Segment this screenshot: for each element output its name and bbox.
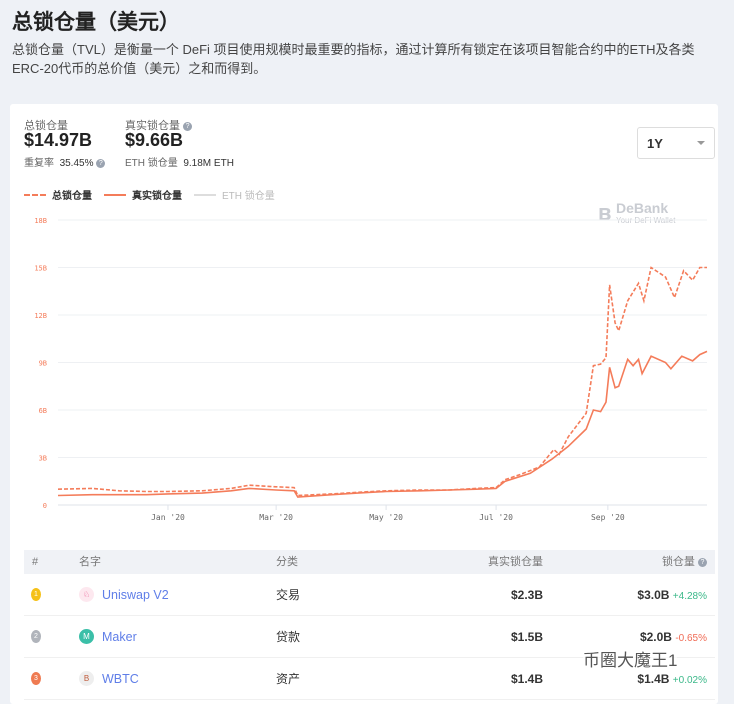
help-icon[interactable]: ? xyxy=(698,558,707,567)
category: 交易 xyxy=(276,588,301,602)
change: +4.28% xyxy=(672,591,707,602)
legend-eth-label: ETH 锁仓量 xyxy=(222,191,275,202)
legend-eth[interactable]: ETH 锁仓量 xyxy=(194,187,275,202)
col-tvl[interactable]: 锁仓量 xyxy=(661,556,695,568)
legend-real-label: 真实锁仓量 xyxy=(132,191,182,202)
real-tvl: $1.4B xyxy=(510,672,543,686)
dup-value: 35.45% xyxy=(59,158,94,169)
y-tick-label: 3B xyxy=(39,455,47,463)
x-tick-label: Mar '20 xyxy=(259,513,293,522)
rank-medal-icon: 3 xyxy=(31,672,41,685)
table-row[interactable]: 1 ♘ Uniswap V2 交易 $2.3B $3.0B +4.28% xyxy=(24,574,715,616)
y-tick-label: 0 xyxy=(43,502,47,510)
legend-total[interactable]: 总锁仓量 xyxy=(24,187,92,202)
change: -0.65% xyxy=(675,633,707,644)
page-title: 总锁仓量（美元） xyxy=(12,11,180,34)
legend-total-label: 总锁仓量 xyxy=(52,191,92,202)
col-name: 名字 xyxy=(79,556,101,568)
col-rank: # xyxy=(32,556,39,568)
x-tick-label: May '20 xyxy=(369,513,403,522)
real-tvl: $1.5B xyxy=(510,630,543,644)
protocol-name-link[interactable]: Maker xyxy=(102,630,137,644)
protocol-name-link[interactable]: Uniswap V2 xyxy=(102,588,169,602)
protocol-logo-icon: ♘ xyxy=(79,587,94,602)
protocol-logo-icon: B xyxy=(79,671,94,686)
protocol-name-link[interactable]: WBTC xyxy=(102,672,139,686)
y-tick-label: 18B xyxy=(34,217,47,225)
real-value: $9.66B xyxy=(125,130,184,150)
tvl-label: 总锁仓量 xyxy=(24,120,68,132)
col-real-tvl[interactable]: 真实锁仓量 xyxy=(488,556,543,568)
range-select[interactable]: 1Y xyxy=(637,127,715,159)
y-tick-label: 12B xyxy=(34,312,47,320)
table-header: # 名字 分类 真实锁仓量 锁仓量 ? xyxy=(24,550,715,574)
dup-label: 重复率 xyxy=(24,158,54,169)
range-select-value: 1Y xyxy=(647,136,663,151)
eth-value: 9.18M ETH xyxy=(183,158,234,169)
tvl: $1.4B xyxy=(637,672,670,686)
change: +0.02% xyxy=(672,675,707,686)
real-tvl: $2.3B xyxy=(510,588,543,602)
x-tick-label: Sep '20 xyxy=(591,513,625,522)
protocol-logo-icon: M xyxy=(79,629,94,644)
eth-label: ETH 锁仓量 xyxy=(125,158,178,169)
chevron-down-icon xyxy=(697,141,705,149)
page-description: 总锁仓量（TVL）是衡量一个 DeFi 项目使用规模时最重要的指标，通过计算所有… xyxy=(12,42,695,76)
rank-medal-icon: 2 xyxy=(31,630,41,643)
help-icon[interactable]: ? xyxy=(183,122,193,131)
category: 资产 xyxy=(276,672,301,686)
debank-logo-icon: ʙ xyxy=(598,200,612,225)
series-real-tvl-line xyxy=(57,350,708,498)
wechat-watermark: 币圈大魔王1 xyxy=(583,646,678,671)
y-tick-label: 9B xyxy=(39,360,47,368)
x-tick-label: Jan '20 xyxy=(151,513,185,522)
y-tick-label: 15B xyxy=(34,265,47,273)
tvl-value: $14.97B xyxy=(24,130,93,150)
help-icon[interactable]: ? xyxy=(96,159,106,168)
real-label: 真实锁仓量 xyxy=(125,120,180,132)
series-total-tvl-line xyxy=(57,266,707,497)
x-tick-label: Jul '20 xyxy=(479,513,513,522)
tvl-card: 总锁仓量 $14.97B 重复率 35.45% ? 真实锁仓量 ? $9.66B… xyxy=(10,104,718,704)
tvl: $3.0B xyxy=(637,588,670,602)
y-tick-label: 6B xyxy=(39,407,47,415)
col-category[interactable]: 分类 xyxy=(276,556,298,568)
legend-real[interactable]: 真实锁仓量 xyxy=(104,187,182,202)
tvl: $2.0B xyxy=(639,630,672,644)
table-row[interactable]: 2 M Maker 贷款 $1.5B $2.0B -0.65% xyxy=(24,616,715,658)
category: 贷款 xyxy=(276,630,301,644)
rank-medal-icon: 1 xyxy=(31,588,41,601)
